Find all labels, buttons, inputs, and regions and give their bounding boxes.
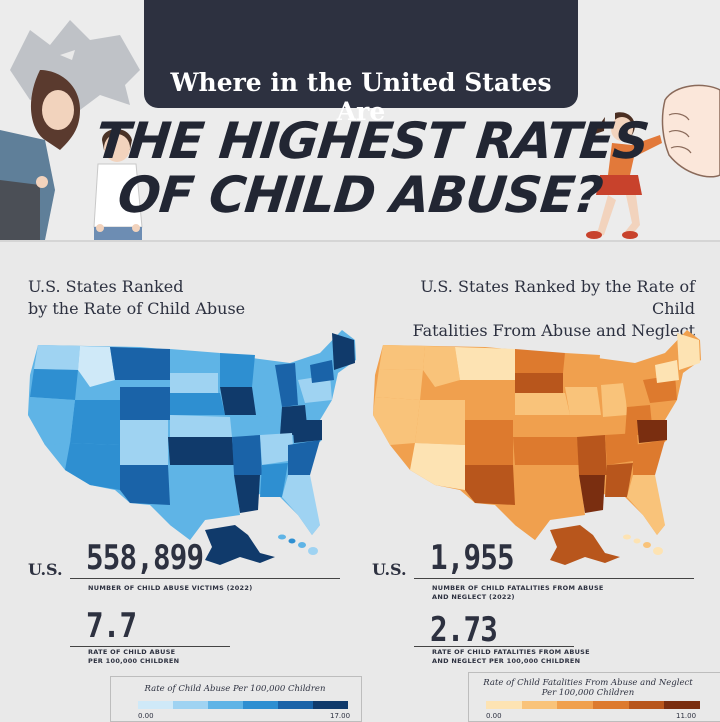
right-stat1-caption: NUMBER OF CHILD FATALITIES FROM ABUSE AN… bbox=[432, 584, 604, 602]
child-abuse-rate-map bbox=[28, 330, 356, 565]
fist-illustration bbox=[661, 84, 720, 178]
right-stat2-caption: RATE OF CHILD FATALITIES FROM ABUSE AND … bbox=[432, 648, 590, 666]
right-legend-max: 11.00 bbox=[676, 712, 697, 720]
right-stat1-value: 1,955 bbox=[430, 538, 515, 578]
left-legend-swatch-5 bbox=[278, 701, 313, 709]
left-stat2-rule bbox=[70, 646, 230, 647]
child-fatality-rate-map bbox=[373, 330, 701, 565]
right-legend-swatch-6 bbox=[664, 701, 701, 709]
left-legend-swatch-1 bbox=[138, 701, 173, 709]
right-stat1-rule bbox=[414, 578, 694, 579]
right-legend-title-line-1: Rate of Child Fatalities From Abuse and … bbox=[483, 678, 693, 688]
right-legend-title-line-2: Per 100,000 Children bbox=[541, 688, 635, 698]
adult-figure-illustration bbox=[0, 70, 80, 240]
left-stat1-caption: NUMBER OF CHILD ABUSE VICTIMS (2022) bbox=[88, 584, 253, 592]
right-stat2-value: 2.73 bbox=[430, 610, 498, 650]
left-legend-min: 0.00 bbox=[138, 712, 154, 720]
left-legend-swatch-2 bbox=[173, 701, 208, 709]
left-stat2-caption-line-1: RATE OF CHILD ABUSE bbox=[88, 648, 176, 656]
title-line-3: OF CHILD ABUSE? bbox=[115, 166, 605, 224]
right-stat1-caption-line-1: NUMBER OF CHILD FATALITIES FROM ABUSE bbox=[432, 584, 604, 592]
left-stat1-rule bbox=[70, 578, 340, 579]
right-stat2-caption-line-2: AND NEGLECT PER 100,000 CHILDREN bbox=[432, 657, 581, 665]
right-title-line-2: Fatalities From Abuse and Neglect bbox=[412, 321, 695, 340]
right-title-line-1: U.S. States Ranked by the Rate of Child bbox=[420, 277, 695, 318]
right-legend-swatch-3 bbox=[557, 701, 594, 709]
right-legend-min: 0.00 bbox=[486, 712, 502, 720]
left-stat1-value: 558,899 bbox=[86, 538, 204, 578]
right-legend bbox=[468, 672, 720, 722]
left-legend-swatch-3 bbox=[208, 701, 243, 709]
right-section-title: U.S. States Ranked by the Rate of Child … bbox=[380, 276, 695, 342]
child-figure-illustration bbox=[93, 129, 143, 240]
left-legend-max: 17.00 bbox=[330, 712, 351, 720]
girl-pushing-illustration bbox=[586, 112, 662, 239]
title-banner bbox=[144, 0, 578, 108]
right-legend-swatch-5 bbox=[628, 701, 665, 709]
left-us-label: U.S. bbox=[28, 560, 63, 579]
left-legend bbox=[110, 676, 362, 722]
right-stat2-caption-line-1: RATE OF CHILD FATALITIES FROM ABUSE bbox=[432, 648, 590, 656]
right-legend-title: Rate of Child Fatalities From Abuse and … bbox=[468, 678, 708, 698]
left-stat2-caption-line-2: PER 100,000 CHILDREN bbox=[88, 657, 180, 665]
title-line-1: Where in the United States Are bbox=[170, 68, 552, 126]
left-legend-color-scale bbox=[138, 701, 348, 709]
header-divider bbox=[0, 240, 720, 242]
title-line-2: THE HIGHEST RATES bbox=[92, 112, 652, 170]
left-legend-swatch-4 bbox=[243, 701, 278, 709]
right-legend-color-scale bbox=[486, 701, 701, 709]
left-section-title: U.S. States Ranked by the Rate of Child … bbox=[28, 276, 245, 320]
left-stat2-caption: RATE OF CHILD ABUSE PER 100,000 CHILDREN bbox=[88, 648, 179, 666]
left-title-line-2: by the Rate of Child Abuse bbox=[28, 299, 246, 318]
left-legend-title: Rate of Child Abuse Per 100,000 Children bbox=[144, 684, 326, 694]
right-stat2-rule bbox=[414, 646, 574, 647]
left-title-line-1: U.S. States Ranked bbox=[28, 277, 184, 296]
left-legend-swatch-6 bbox=[313, 701, 348, 709]
right-us-label: U.S. bbox=[372, 560, 407, 579]
right-stat1-caption-line-2: AND NEGLECT (2022) bbox=[432, 593, 515, 601]
right-legend-swatch-1 bbox=[486, 701, 522, 709]
right-legend-swatch-2 bbox=[521, 701, 558, 709]
right-legend-swatch-4 bbox=[593, 701, 629, 709]
left-stat2-value: 7.7 bbox=[86, 606, 137, 646]
